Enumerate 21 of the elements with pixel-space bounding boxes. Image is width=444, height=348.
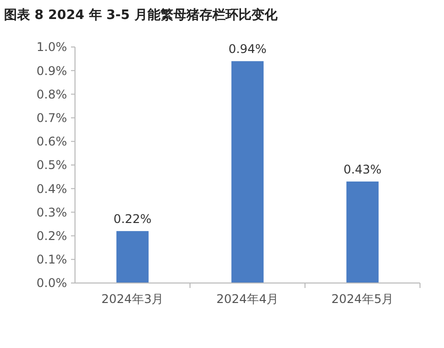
bar [231,61,264,283]
y-tick-label: 0.0% [36,276,67,290]
y-tick-label: 1.0% [36,40,67,54]
y-tick-label: 0.4% [36,182,67,196]
x-tick-label: 2024年3月 [101,292,164,306]
x-tick-label: 2024年5月 [331,292,394,306]
x-tick-label: 2024年4月 [216,292,279,306]
bar [116,231,149,283]
y-tick-label: 0.3% [36,205,67,220]
data-label: 0.43% [343,162,382,177]
y-tick-label: 0.2% [36,229,67,243]
y-tick-label: 0.6% [36,134,67,149]
y-tick-label: 0.8% [36,87,67,102]
chart-title: 图表 8 2024 年 3-5 月能繁母猪存栏环比变化 [4,7,278,23]
data-label: 0.94% [228,42,267,56]
y-tick-label: 0.1% [36,252,67,267]
y-tick-label: 0.9% [36,64,67,78]
data-label: 0.22% [113,212,152,226]
bar [346,182,379,283]
y-tick-label: 0.7% [36,111,67,125]
y-tick-label: 0.5% [36,158,67,172]
